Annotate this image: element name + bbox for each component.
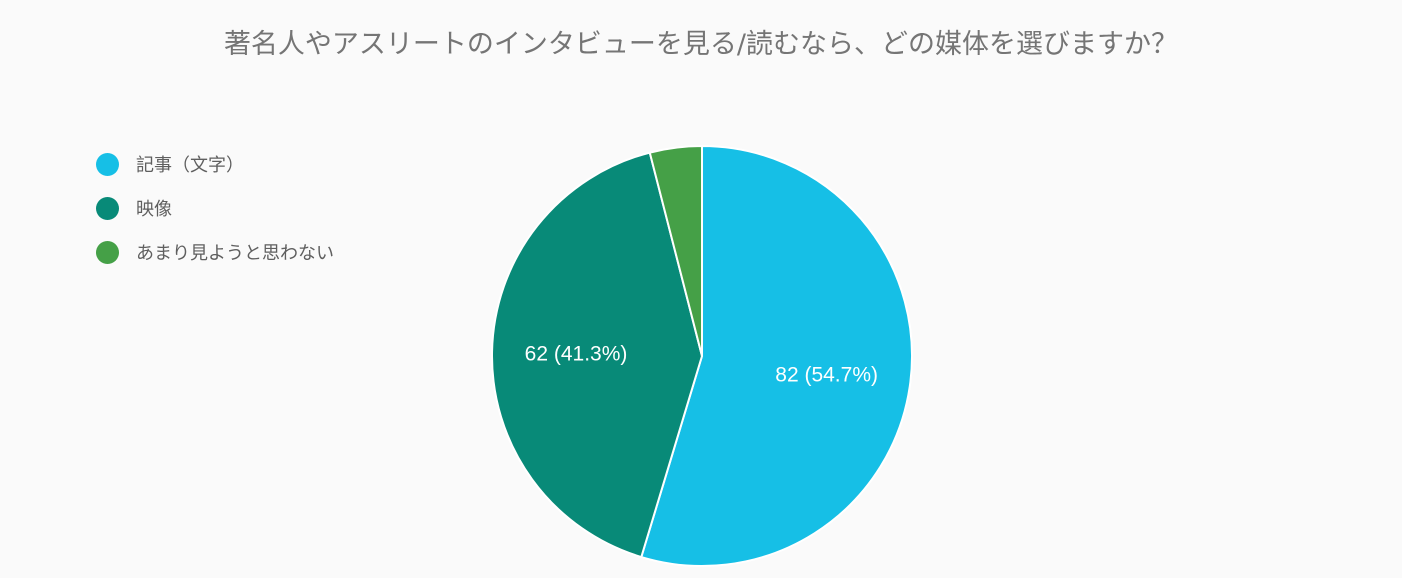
pie-slice-article[interactable]	[640, 144, 913, 567]
legend-item-video[interactable]: 映像	[96, 186, 334, 230]
legend-item-article[interactable]: 記事（文字）	[96, 142, 334, 186]
pie-label-article: 82 (54.7%)	[775, 363, 878, 386]
legend-label-not-watch: あまり見ようと思わない	[136, 243, 334, 264]
legend-label-video: 映像	[136, 199, 172, 220]
pie-label-video: 62 (41.3%)	[525, 342, 628, 365]
legend-swatch-article	[96, 152, 119, 176]
chart-title: 著名人やアスリートのインタビューを見る/読むなら、どの媒体を選びますか？	[223, 29, 1179, 60]
legend-item-not-watch[interactable]: あまり見ようと思わない	[96, 230, 334, 274]
legend-label-article: 記事（文字）	[136, 155, 244, 176]
legend: 記事（文字） 映像 あまり見ようと思わない	[96, 142, 334, 274]
legend-swatch-video	[96, 196, 119, 220]
legend-swatch-not-watch	[96, 240, 119, 264]
pie-slice-not-watch[interactable]	[648, 144, 703, 357]
pie-slice-video[interactable]	[491, 151, 704, 559]
